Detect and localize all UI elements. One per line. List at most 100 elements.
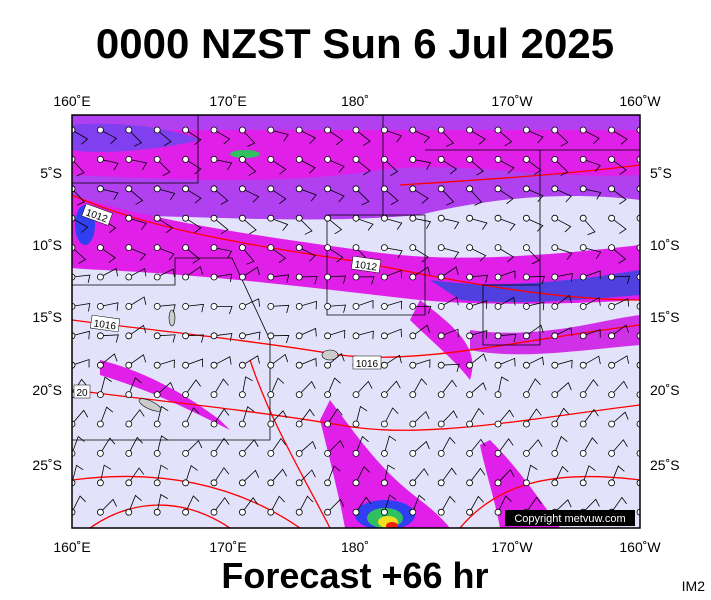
station bbox=[494, 214, 502, 222]
station bbox=[409, 479, 417, 487]
station bbox=[97, 479, 104, 487]
wind-barb bbox=[611, 380, 628, 395]
station bbox=[409, 391, 417, 399]
wind-barb bbox=[213, 159, 233, 171]
station bbox=[608, 449, 615, 457]
station bbox=[210, 126, 218, 134]
wind-barb bbox=[213, 188, 229, 205]
station bbox=[267, 420, 275, 428]
wind-barb bbox=[384, 217, 403, 230]
station bbox=[324, 214, 332, 222]
wind-barb bbox=[299, 276, 318, 285]
wind-barb bbox=[100, 376, 112, 395]
station bbox=[551, 449, 559, 457]
station bbox=[352, 332, 360, 340]
wind-barb bbox=[100, 353, 118, 366]
wind-barb bbox=[440, 296, 459, 307]
station bbox=[238, 185, 246, 193]
station bbox=[295, 479, 303, 487]
station bbox=[210, 302, 218, 310]
wind-barb bbox=[270, 129, 289, 142]
wind-barb bbox=[384, 464, 396, 483]
station bbox=[352, 508, 360, 516]
station bbox=[579, 332, 587, 340]
wind-barb bbox=[469, 330, 488, 339]
station bbox=[523, 185, 530, 193]
station bbox=[238, 155, 246, 163]
station bbox=[182, 244, 190, 252]
wind-barb bbox=[384, 247, 403, 259]
station bbox=[97, 273, 104, 281]
wind-barb bbox=[213, 305, 233, 315]
station bbox=[523, 214, 530, 222]
station bbox=[380, 479, 388, 487]
wind-barb bbox=[412, 410, 430, 425]
wind-barb bbox=[384, 129, 403, 143]
wind-barb bbox=[639, 188, 640, 190]
station bbox=[437, 508, 445, 516]
longitude-label: 160˚E bbox=[53, 539, 90, 555]
station bbox=[466, 155, 474, 163]
station bbox=[324, 273, 332, 281]
wind-barb bbox=[327, 129, 344, 146]
wind-barb bbox=[213, 497, 230, 513]
station bbox=[210, 244, 218, 252]
wind-barb bbox=[242, 439, 259, 454]
wind-barb bbox=[128, 247, 147, 261]
wind-barb bbox=[355, 299, 374, 309]
longitude-label: 160˚W bbox=[619, 93, 661, 109]
station bbox=[267, 508, 275, 516]
station bbox=[267, 126, 275, 134]
station bbox=[437, 302, 445, 310]
station bbox=[238, 302, 246, 310]
station bbox=[409, 244, 417, 252]
wind-barb bbox=[156, 493, 168, 513]
wind-barb bbox=[242, 217, 257, 235]
wind-barb bbox=[100, 159, 119, 171]
wind-barb bbox=[299, 129, 316, 144]
wind-barb bbox=[582, 408, 599, 425]
wind-barb bbox=[440, 410, 458, 425]
wind-barb bbox=[554, 217, 572, 233]
station bbox=[352, 420, 360, 428]
wind-barb bbox=[128, 324, 147, 337]
wind-barb bbox=[299, 247, 316, 262]
wind-barb bbox=[355, 276, 375, 285]
station bbox=[267, 244, 275, 252]
wind-barb bbox=[100, 334, 119, 343]
wind-barb bbox=[355, 330, 374, 340]
wind-barb bbox=[242, 266, 260, 278]
station bbox=[608, 155, 615, 163]
station bbox=[466, 185, 474, 193]
wind-barb bbox=[327, 353, 345, 366]
station bbox=[97, 508, 104, 516]
station bbox=[409, 302, 417, 310]
wind-barb bbox=[299, 188, 317, 202]
station bbox=[153, 155, 161, 163]
wind-barb bbox=[554, 382, 572, 395]
wind-barb bbox=[554, 327, 573, 337]
wind-barb bbox=[242, 497, 258, 513]
station bbox=[551, 244, 559, 252]
wind-barb bbox=[497, 469, 515, 484]
station bbox=[579, 185, 587, 193]
station bbox=[494, 185, 502, 193]
station bbox=[153, 185, 161, 193]
station bbox=[494, 332, 502, 340]
station bbox=[182, 155, 190, 163]
wind-barb bbox=[526, 356, 544, 366]
wind-barb bbox=[156, 405, 169, 425]
image-id: IM2 bbox=[682, 578, 706, 594]
wind-barb bbox=[327, 275, 347, 284]
station bbox=[324, 155, 332, 163]
station bbox=[608, 391, 615, 399]
station bbox=[153, 214, 161, 222]
station bbox=[466, 126, 474, 134]
wind-barb bbox=[583, 159, 601, 172]
wind-barb bbox=[412, 188, 429, 204]
wind-barb bbox=[128, 494, 142, 513]
wind-barb bbox=[355, 188, 370, 206]
station bbox=[437, 155, 445, 163]
wind-barb bbox=[157, 359, 175, 369]
